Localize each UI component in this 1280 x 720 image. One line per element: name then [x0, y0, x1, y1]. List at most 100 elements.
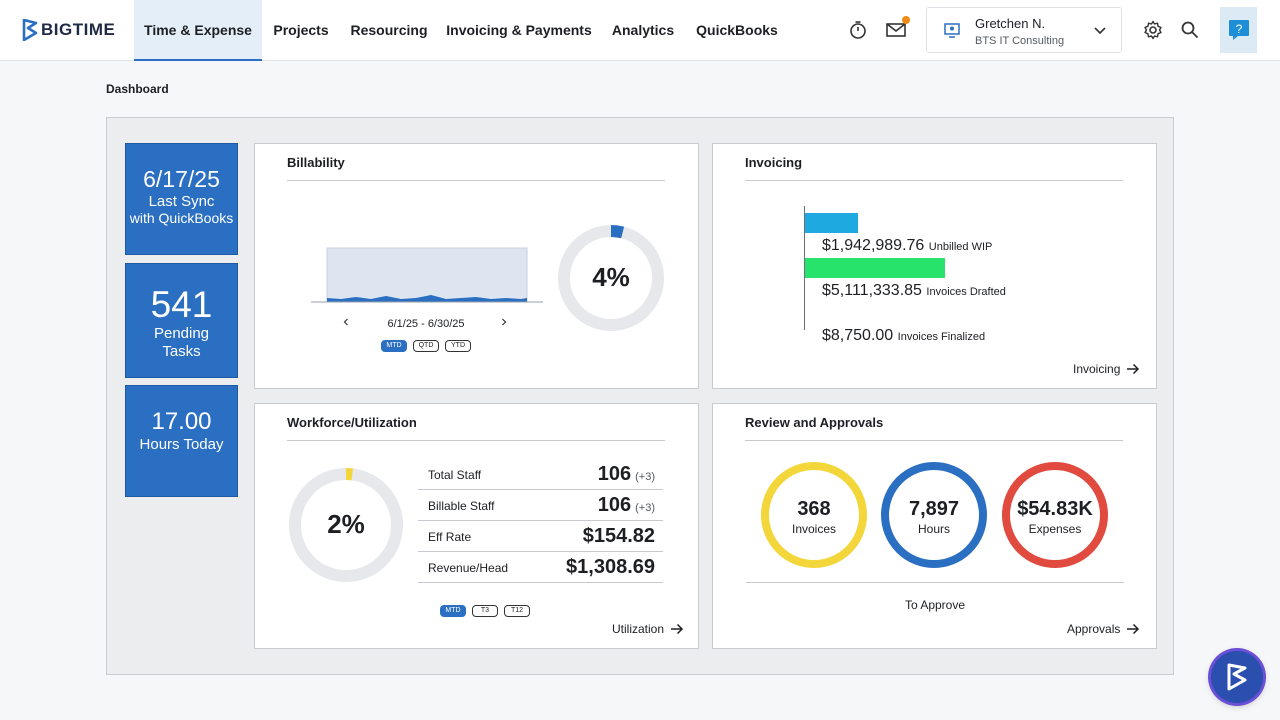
assistant-chat-button[interactable] — [1211, 651, 1263, 703]
arrow-right-icon — [1127, 623, 1140, 635]
billability-card: Billability 6/1/25 - 6/30/25 MTD QTD YTD… — [254, 143, 699, 389]
hours-ring[interactable] — [880, 461, 988, 569]
unbilled-wip-label: Unbilled WIP — [928, 241, 993, 253]
utilization-link[interactable]: Utilization — [612, 622, 684, 636]
invoicing-title: Invoicing — [745, 155, 803, 170]
mail-icon — [886, 23, 906, 37]
search-button[interactable] — [1176, 16, 1204, 44]
bigtime-logo[interactable]: BIGTIME — [22, 18, 115, 42]
review-title: Review and Approvals — [745, 415, 884, 430]
unbilled-wip-amount: $1,942,989.76 — [822, 237, 925, 254]
unbilled-wip-row: $1,942,989.76 Unbilled WIP — [822, 237, 992, 255]
period-t3-button[interactable]: T3 — [472, 605, 498, 617]
metric-billable-staff: Billable Staff 106 (+3) — [418, 490, 663, 521]
invoicing-card: Invoicing $1,942,989.76 Unbilled WIP $5,… — [712, 143, 1157, 389]
billable-staff-value: 106 — [597, 494, 632, 516]
hours-today-label: Hours Today — [139, 436, 224, 453]
bigtime-logo-icon — [22, 19, 38, 41]
nav-time-expense[interactable]: Time & Expense — [134, 0, 262, 61]
help-button[interactable]: ? — [1220, 7, 1257, 53]
user-workspace-icon — [944, 23, 960, 38]
previous-period-icon[interactable] — [341, 317, 351, 327]
period-t12-button[interactable]: T12 — [504, 605, 530, 617]
hours-today-value: 17.00 — [151, 408, 212, 435]
nav-invoicing-payments[interactable]: Invoicing & Payments — [446, 22, 592, 38]
revenue-head-value: $1,308.69 — [566, 556, 655, 578]
nav-resourcing[interactable]: Resourcing — [350, 22, 428, 38]
pending-tasks-label: Pending — [153, 325, 210, 342]
top-navigation-bar: BIGTIME Time & Expense Projects Resourci… — [0, 0, 1280, 61]
billability-area-chart — [311, 247, 543, 303]
expenses-label: Expenses — [1028, 522, 1082, 536]
notification-dot — [902, 16, 910, 24]
logo-text: BIGTIME — [41, 20, 116, 39]
period-mtd-button[interactable]: MTD — [440, 605, 466, 617]
timer-button[interactable] — [844, 16, 872, 44]
gear-icon — [1144, 20, 1162, 40]
nav-projects[interactable]: Projects — [273, 22, 329, 38]
settings-button[interactable] — [1139, 16, 1167, 44]
search-icon — [1181, 21, 1199, 39]
divider — [287, 180, 665, 181]
invoices-finalized-amount: $8,750.00 — [822, 327, 894, 344]
divider — [745, 440, 1123, 441]
approvals-link-label: Approvals — [1067, 622, 1121, 636]
metric-label: Eff Rate — [428, 530, 472, 544]
svg-text:?: ? — [1235, 22, 1242, 36]
metric-value: 106 (+3) — [598, 494, 655, 517]
pending-tasks-tile[interactable]: 541 Pending Tasks — [125, 263, 238, 378]
metric-value: 106 (+3) — [598, 463, 655, 486]
approvals-link[interactable]: Approvals — [1067, 622, 1140, 636]
total-staff-value: 106 — [597, 463, 632, 485]
invoices-drafted-row: $5,111,333.85 Invoices Drafted — [822, 282, 1006, 300]
period-qtd-button[interactable]: QTD — [413, 340, 439, 352]
hours-today-tile[interactable]: 17.00 Hours Today — [125, 385, 238, 497]
metric-revenue-head: Revenue/Head $1,308.69 — [418, 552, 663, 583]
billability-date-range: 6/1/25 - 6/30/25 — [387, 318, 465, 330]
billability-donut — [558, 225, 664, 331]
billability-area-series — [327, 295, 527, 302]
workforce-card: Workforce/Utilization 2% — [254, 403, 699, 649]
billability-percent: 4% — [592, 262, 630, 292]
invoices-count: 368 — [797, 498, 831, 520]
invoices-ring-stroke — [761, 462, 867, 568]
hours-label: Hours — [917, 522, 950, 536]
timer-icon — [850, 21, 866, 39]
bigtime-assistant-icon — [1227, 663, 1247, 691]
last-sync-label: Last Sync — [148, 193, 215, 210]
invoicing-link[interactable]: Invoicing — [1073, 362, 1140, 376]
invoices-finalized-label: Invoices Finalized — [897, 331, 986, 343]
utilization-link-label: Utilization — [612, 622, 665, 636]
total-staff-delta: (+3) — [635, 471, 655, 483]
nav-analytics[interactable]: Analytics — [611, 22, 675, 38]
metric-label: Total Staff — [428, 468, 482, 482]
invoices-ring[interactable] — [760, 461, 868, 569]
mail-button[interactable] — [882, 16, 910, 44]
period-ytd-button[interactable]: YTD — [445, 340, 471, 352]
hours-count: 7,897 — [908, 498, 960, 520]
user-account-menu[interactable]: Gretchen N. BTS IT Consulting — [926, 7, 1122, 53]
last-sync-tile[interactable]: 6/17/25 Last Sync with QuickBooks — [125, 143, 238, 255]
expenses-amount: $54.83K — [1017, 498, 1093, 520]
utilization-donut-arc — [289, 468, 403, 582]
divider — [287, 440, 665, 441]
workforce-title: Workforce/Utilization — [287, 415, 417, 430]
chevron-down-icon — [1094, 27, 1106, 35]
invoices-label: Invoices — [791, 522, 837, 536]
period-mtd-button[interactable]: MTD — [381, 340, 407, 352]
invoicing-link-label: Invoicing — [1073, 362, 1121, 376]
last-sync-date: 6/17/25 — [143, 166, 220, 192]
review-approvals-card: Review and Approvals 368 Invoices 7,897 … — [712, 403, 1157, 649]
nav-quickbooks[interactable]: QuickBooks — [696, 22, 778, 38]
pending-tasks-count: 541 — [150, 284, 213, 325]
user-name: Gretchen N. — [975, 16, 1046, 31]
divider — [746, 582, 1124, 583]
user-organization: BTS IT Consulting — [975, 35, 1065, 47]
hours-ring-stroke — [881, 462, 987, 568]
expenses-ring[interactable] — [1001, 461, 1109, 569]
arrow-right-icon — [671, 623, 684, 635]
utilization-donut — [289, 468, 403, 582]
metric-label: Billable Staff — [428, 499, 495, 513]
next-period-icon[interactable] — [499, 317, 509, 327]
metric-total-staff: Total Staff 106 (+3) — [418, 459, 663, 490]
